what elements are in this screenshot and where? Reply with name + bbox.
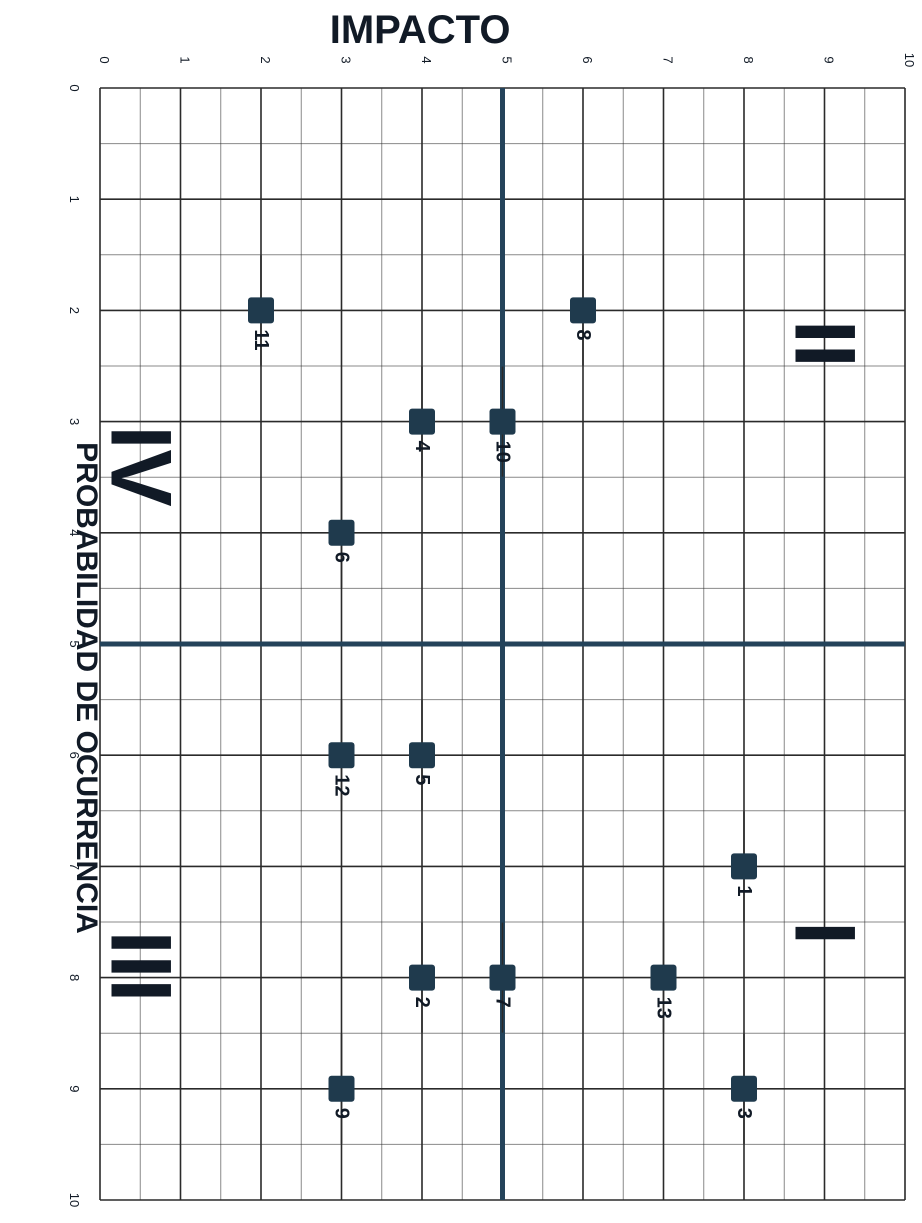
risk-marker-5 xyxy=(409,742,435,769)
risk-marker-label: 13 xyxy=(653,997,675,1019)
risk-marker-10 xyxy=(489,408,516,435)
risk-marker-7 xyxy=(489,964,516,991)
risk-marker-label: 6 xyxy=(331,552,353,563)
risk-marker-6 xyxy=(328,519,355,546)
risk-marker-label: 1 xyxy=(733,885,755,896)
risk-marker-label: 12 xyxy=(331,774,353,796)
y-tick-label: 7 xyxy=(67,863,82,870)
y-tick-label: 10 xyxy=(67,1193,82,1207)
quadrant-label-III: III xyxy=(92,931,188,1003)
x-tick-label: 0 xyxy=(97,56,112,63)
y-tick-label: 1 xyxy=(67,196,82,203)
risk-marker-1 xyxy=(731,853,757,880)
x-tick-label: 10 xyxy=(902,53,917,67)
quadrant-label-I: I xyxy=(777,921,873,945)
risk-marker-11 xyxy=(248,297,274,324)
risk-marker-label: 5 xyxy=(411,774,433,785)
y-tick-label: 2 xyxy=(67,307,82,314)
x-tick-label: 6 xyxy=(580,56,595,63)
risk-marker-label: 8 xyxy=(572,329,594,340)
risk-marker-label: 7 xyxy=(492,997,514,1008)
risk-marker-label: 11 xyxy=(250,329,272,350)
x-tick-label: 1 xyxy=(178,56,193,63)
y-tick-label: 3 xyxy=(67,418,82,425)
y-tick-label: 5 xyxy=(67,640,82,647)
risk-marker-label: 9 xyxy=(331,1108,353,1119)
risk-marker-label: 3 xyxy=(733,1108,755,1119)
x-tick-label: 5 xyxy=(500,56,515,63)
risk-marker-9 xyxy=(328,1075,355,1102)
risk-marker-12 xyxy=(328,742,355,769)
y-tick-label: 0 xyxy=(67,84,82,91)
x-tick-label: 7 xyxy=(661,56,676,63)
risk-marker-label: 2 xyxy=(411,997,433,1008)
quadrant-label-IV: IV xyxy=(92,425,188,506)
risk-marker-2 xyxy=(409,964,435,991)
risk-marker-13 xyxy=(650,964,677,991)
x-tick-label: 9 xyxy=(822,56,837,63)
quadrant-label-II: II xyxy=(777,320,873,368)
risk-marker-4 xyxy=(409,408,435,435)
y-tick-label: 4 xyxy=(67,529,82,536)
y-tick-label: 9 xyxy=(67,1085,82,1092)
risk-marker-label: 4 xyxy=(411,441,433,453)
x-tick-label: 3 xyxy=(339,56,354,63)
x-tick-label: 4 xyxy=(419,56,434,63)
risk-marker-3 xyxy=(731,1075,757,1102)
x-axis-label: IMPACTO xyxy=(329,8,511,52)
y-tick-label: 6 xyxy=(67,752,82,759)
risk-marker-label: 10 xyxy=(492,441,514,463)
x-tick-label: 2 xyxy=(258,56,273,63)
x-tick-label: 8 xyxy=(741,56,756,63)
risk-marker-8 xyxy=(570,297,596,324)
y-tick-label: 8 xyxy=(67,974,82,981)
